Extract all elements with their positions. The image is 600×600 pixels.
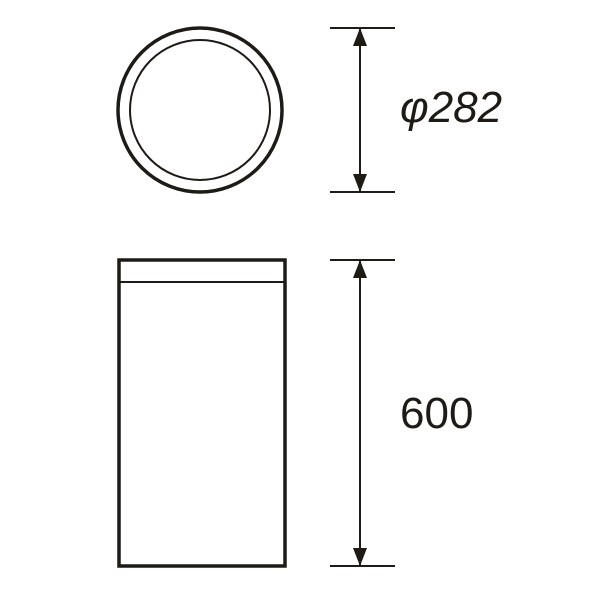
height-label: 600 [400, 389, 473, 438]
diameter-label: φ282 [400, 83, 502, 132]
dimension-drawing: φ282 600 [0, 0, 600, 600]
top-view-outer-circle [118, 28, 282, 192]
side-view-rect [119, 260, 285, 566]
top-view-inner-circle [130, 40, 270, 180]
